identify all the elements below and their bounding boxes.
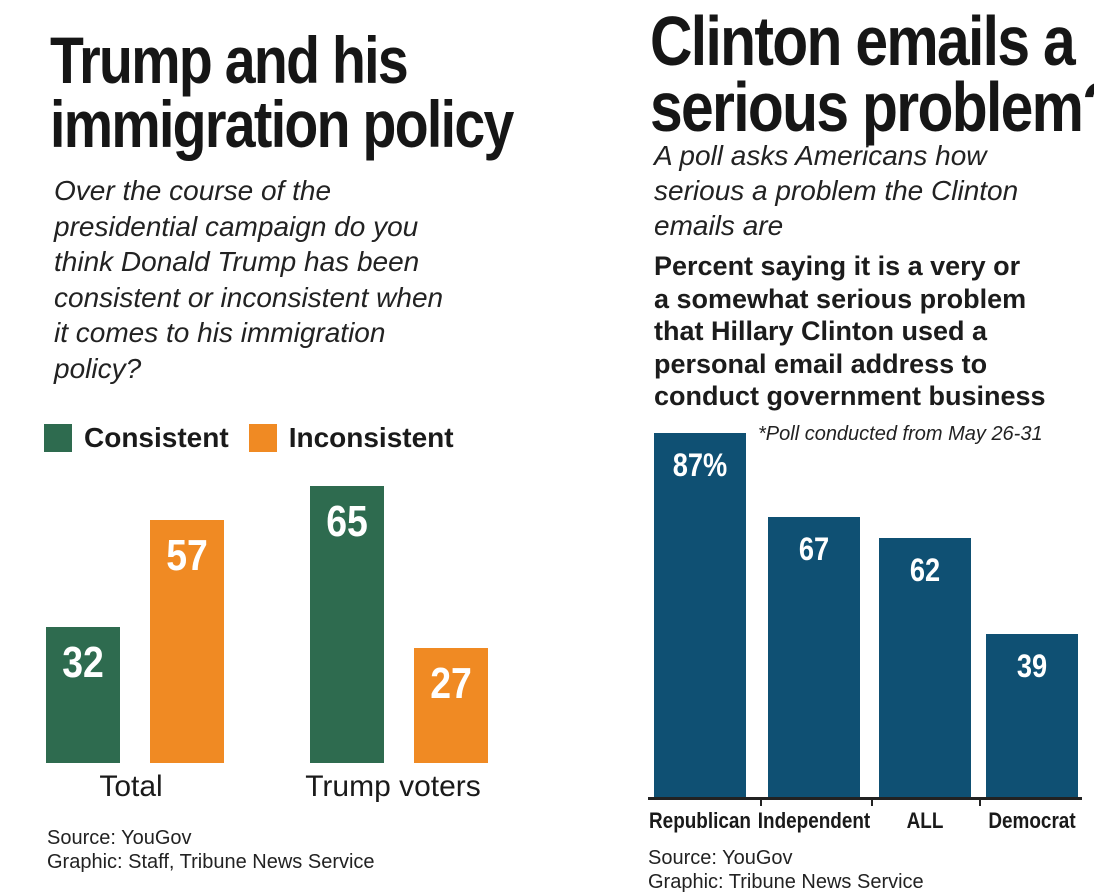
right-question: Percent saying it is a very or a somewha… (654, 250, 1046, 413)
left-source: Source: YouGov Graphic: Staff, Tribune N… (47, 826, 375, 874)
value-label-democrat: 39 (1016, 647, 1048, 684)
right-title-line-2: serious problem? (650, 68, 1094, 146)
x-axis-tick (871, 797, 873, 806)
legend-swatch-consistent (44, 424, 72, 452)
right-subtitle-line-1: A poll asks Americans how (654, 140, 987, 171)
left-subtitle-line-2: presidential campaign do you (54, 210, 419, 242)
left-subtitle: Over the course of the presidential camp… (54, 173, 443, 386)
value-label-independent: 67 (798, 530, 830, 567)
right-title: Clinton emails a serious problem? (650, 2, 1094, 146)
left-graphic-credit: Graphic: Staff, Tribune News Service (47, 851, 375, 873)
x-axis-tick (760, 797, 762, 806)
left-subtitle-line-6: policy? (54, 352, 142, 384)
x-axis-line (648, 797, 1082, 800)
value-label-inconsistent-trump-voters: 27 (430, 658, 472, 708)
bar-democrat (986, 633, 1078, 797)
right-graphic-credit: Graphic: Tribune News Service (648, 871, 924, 893)
left-bar-chart: 32 57 Total 65 27 Trump voters (0, 0, 540, 896)
left-subtitle-line-4: consistent or inconsistent when (54, 281, 444, 313)
bar-consistent-trump-voters (310, 486, 384, 763)
value-label-consistent-trump-voters: 65 (326, 497, 368, 546)
category-label-all: ALL (906, 808, 944, 833)
bar-all (879, 537, 971, 797)
right-subtitle: A poll asks Americans how serious a prob… (654, 138, 1018, 243)
x-axis-tick (979, 797, 981, 806)
left-subtitle-line-1: Over the course of the (54, 175, 332, 206)
right-footnote: *Poll conducted from May 26-31 (758, 423, 1043, 445)
bar-independent (768, 516, 860, 797)
left-subtitle-line-3: think Donald Trump has been (54, 246, 420, 277)
bar-consistent-total (46, 626, 120, 763)
legend-label-inconsistent: Inconsistent (288, 422, 454, 453)
value-label-republican: 87% (672, 447, 728, 483)
right-source-text: Source: YouGov (648, 847, 793, 869)
value-label-inconsistent-total: 57 (166, 531, 208, 581)
category-label-trump-voters: Trump voters (305, 770, 481, 803)
right-question-line-2: a somewhat serious problem (654, 283, 1027, 314)
bar-inconsistent-total (150, 520, 224, 763)
bar-inconsistent-trump-voters (414, 647, 488, 763)
legend-item-inconsistent: Inconsistent (248, 422, 454, 454)
legend-item-consistent: Consistent (44, 422, 229, 454)
bar-republican (654, 433, 746, 797)
category-label-democrat: Democrat (988, 808, 1076, 833)
right-question-line-5: conduct government business (654, 381, 1046, 411)
right-question-line-3: that Hillary Clinton used a (654, 316, 988, 346)
left-subtitle-line-5: it comes to his immigration (54, 317, 386, 348)
right-subtitle-line-3: emails are (654, 210, 784, 241)
right-question-line-4: personal email address to (654, 348, 988, 379)
right-source: Source: YouGov Graphic: Tribune News Ser… (648, 846, 924, 894)
category-label-total: Total (99, 770, 163, 803)
right-subtitle-line-2: serious a problem the Clinton (654, 175, 1019, 206)
value-label-all: 62 (909, 551, 941, 588)
category-label-republican: Republican (649, 808, 751, 833)
left-source-text: Source: YouGov (47, 827, 192, 849)
left-title-line-1: Trump and his (50, 23, 409, 97)
left-title-line-2: immigration policy (50, 87, 514, 161)
left-legend: Consistent Inconsistent (44, 422, 454, 454)
right-question-line-1: Percent saying it is a very or (654, 251, 1021, 281)
value-label-consistent-total: 32 (62, 637, 104, 687)
category-label-independent: Independent (757, 808, 871, 833)
legend-swatch-inconsistent (248, 424, 277, 452)
legend-label-consistent: Consistent (84, 422, 229, 453)
left-title: Trump and his immigration policy (50, 23, 601, 161)
right-title-line-1: Clinton emails a (650, 2, 1076, 80)
